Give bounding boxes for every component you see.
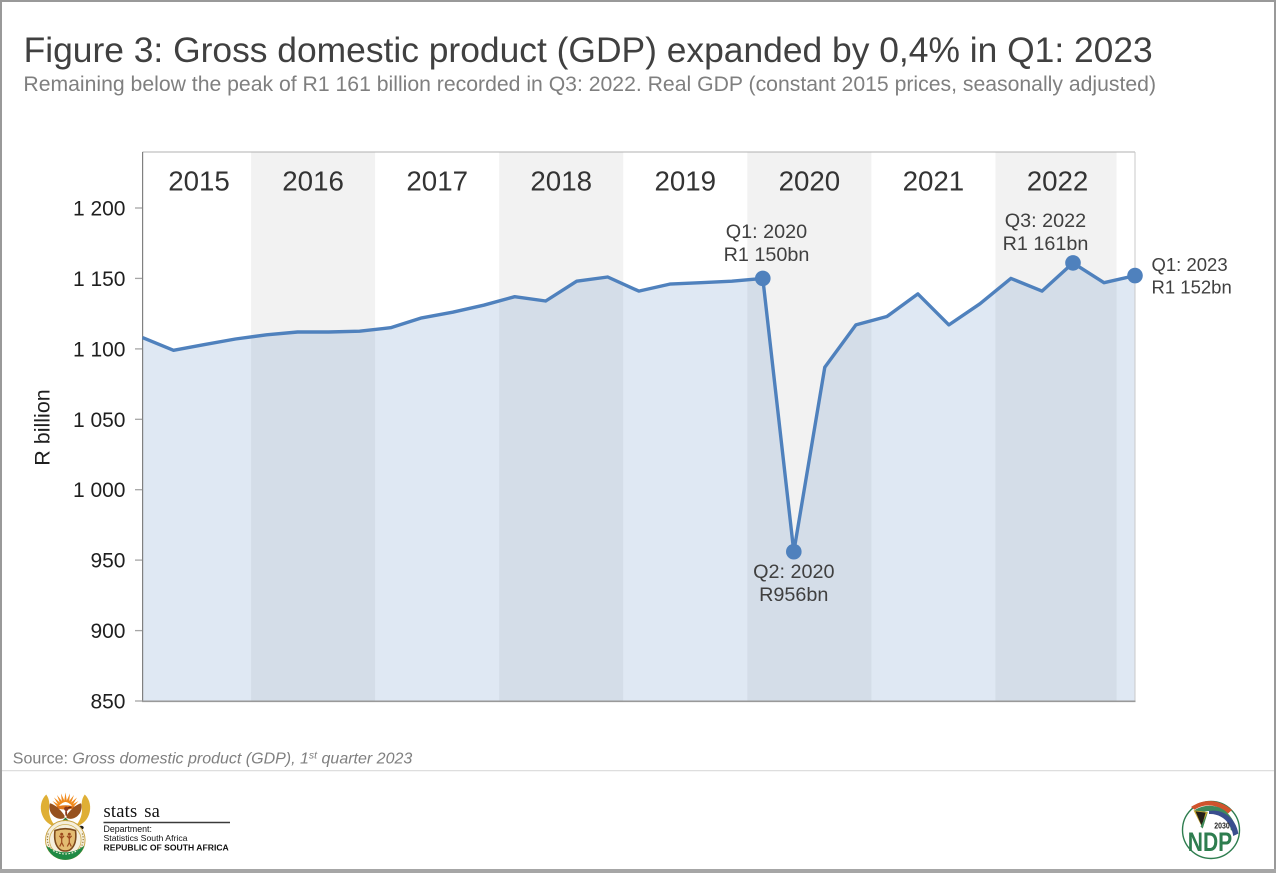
- svg-text:R1 150bn: R1 150bn: [724, 244, 810, 266]
- svg-text:NDP: NDP: [1188, 828, 1232, 858]
- svg-text:R956bn: R956bn: [759, 584, 828, 606]
- svg-text:R billion: R billion: [31, 389, 55, 465]
- svg-text:Source: Gross domestic product: Source: Gross domestic product (GDP), 1s…: [13, 749, 413, 767]
- svg-text:2020: 2020: [779, 166, 841, 197]
- svg-text:1 150: 1 150: [73, 268, 126, 291]
- svg-text:1 100: 1 100: [73, 338, 126, 361]
- svg-text:2019: 2019: [654, 166, 716, 197]
- svg-text:Q3: 2022: Q3: 2022: [1005, 210, 1086, 232]
- svg-text:950: 950: [90, 550, 125, 573]
- svg-text:R1 161bn: R1 161bn: [1003, 233, 1089, 255]
- svg-text:REPUBLIC OF SOUTH AFRICA: REPUBLIC OF SOUTH AFRICA: [104, 843, 229, 853]
- svg-text:2018: 2018: [530, 166, 592, 197]
- svg-text:2022: 2022: [1027, 166, 1089, 197]
- svg-text:2017: 2017: [406, 166, 468, 197]
- svg-text:R1 152bn: R1 152bn: [1152, 277, 1232, 298]
- svg-text:1 000: 1 000: [73, 479, 126, 502]
- svg-text:900: 900: [90, 620, 125, 643]
- svg-text:2021: 2021: [903, 166, 965, 197]
- svg-text:stats sa: stats sa: [104, 802, 161, 822]
- svg-text:Q1: 2020: Q1: 2020: [726, 221, 807, 243]
- svg-text:2030: 2030: [1214, 821, 1229, 831]
- svg-text:Department:: Department:: [104, 824, 152, 834]
- svg-text:2015: 2015: [168, 166, 230, 197]
- svg-text:850: 850: [90, 691, 125, 714]
- svg-text:2016: 2016: [282, 166, 344, 197]
- svg-text:Q2: 2020: Q2: 2020: [753, 561, 834, 583]
- svg-text:1 050: 1 050: [73, 409, 126, 432]
- svg-text:Remaining below the peak of R1: Remaining below the peak of R1 161 billi…: [23, 73, 1156, 96]
- svg-text:Statistics South Africa: Statistics South Africa: [104, 833, 188, 843]
- svg-text:Figure 3: Gross domestic produ: Figure 3: Gross domestic product (GDP) e…: [24, 30, 1153, 70]
- svg-text:Q1: 2023: Q1: 2023: [1152, 254, 1228, 275]
- svg-text:1 200: 1 200: [73, 198, 126, 221]
